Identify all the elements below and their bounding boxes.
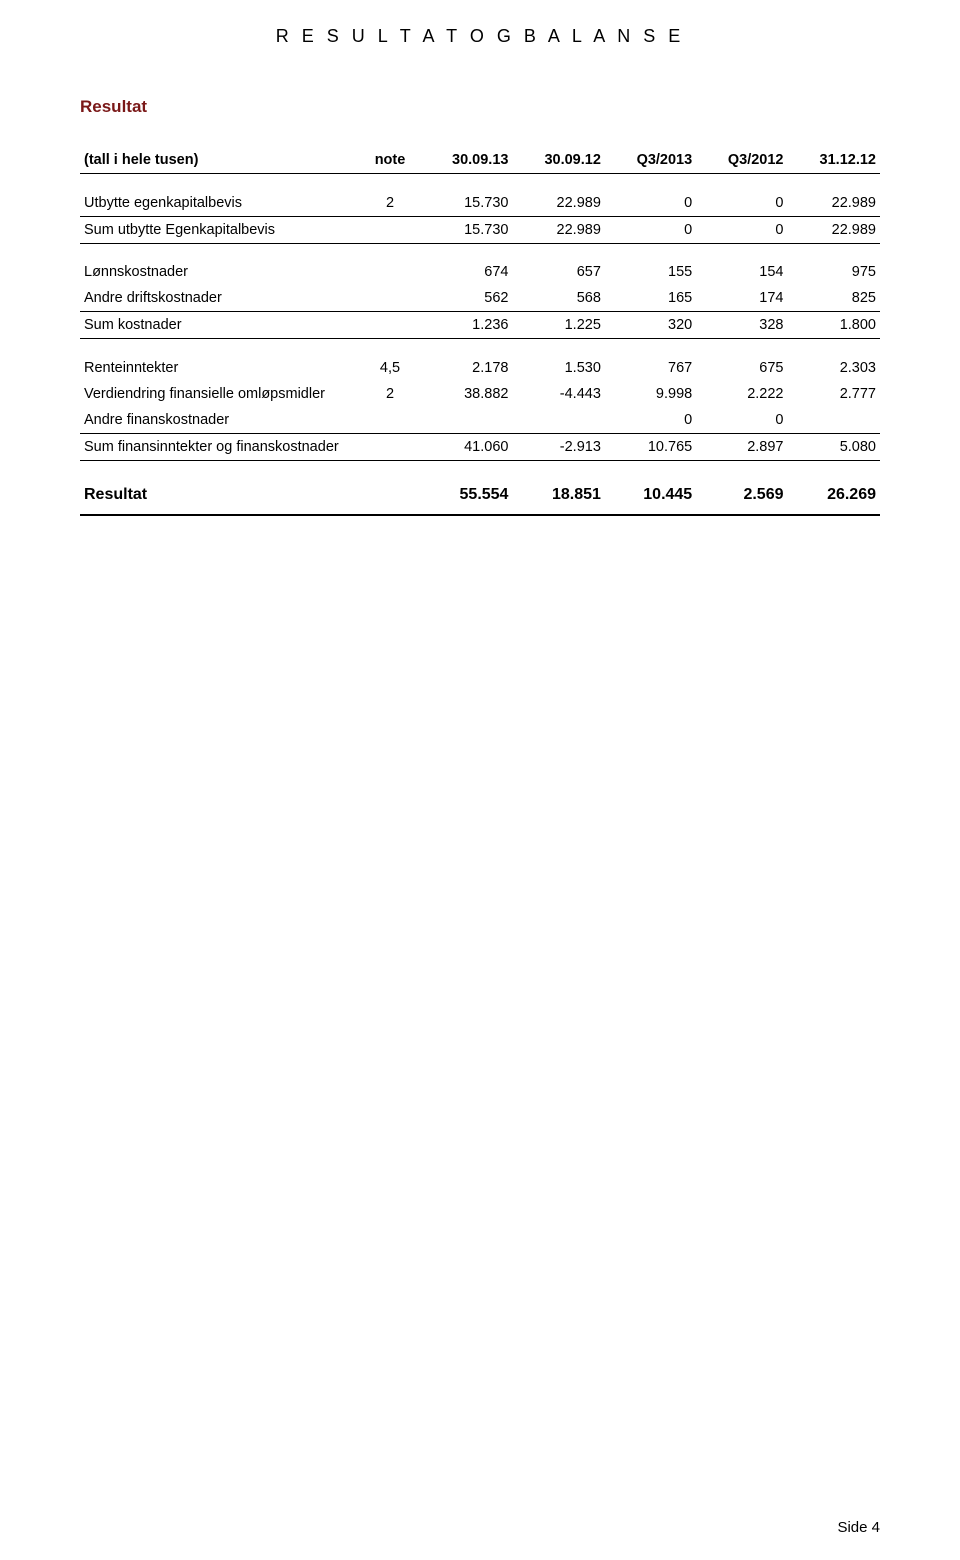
cell-note [360, 312, 420, 339]
cell-value: 320 [605, 312, 696, 339]
cell-value: -4.443 [512, 381, 604, 407]
cell-value: 562 [420, 285, 512, 312]
table-row: Utbytte egenkapitalbevis 2 15.730 22.989… [80, 190, 880, 217]
cell-label: Andre driftskostnader [80, 285, 360, 312]
cell-value: 2.178 [420, 355, 512, 381]
table-row: Renteinntekter 4,5 2.178 1.530 767 675 2… [80, 355, 880, 381]
col-c2: 30.09.12 [512, 147, 604, 174]
cell-value: 0 [605, 407, 696, 434]
cell-value: 10.765 [605, 433, 696, 460]
cell-value: 2.777 [788, 381, 881, 407]
col-c3: Q3/2013 [605, 147, 696, 174]
table-row: Verdiendring finansielle omløpsmidler 2 … [80, 381, 880, 407]
cell-value: 767 [605, 355, 696, 381]
col-c1: 30.09.13 [420, 147, 512, 174]
cell-value: 657 [512, 259, 604, 285]
cell-note: 4,5 [360, 355, 420, 381]
col-c4: Q3/2012 [696, 147, 787, 174]
cell-value [512, 407, 604, 434]
cell-value: 2.897 [696, 433, 787, 460]
cell-value: 328 [696, 312, 787, 339]
cell-value: 165 [605, 285, 696, 312]
cell-label: Sum finansinntekter og finanskostnader [80, 433, 360, 460]
section-title: Resultat [80, 97, 880, 117]
cell-note [360, 216, 420, 243]
cell-value: 0 [696, 407, 787, 434]
spacer-row [80, 339, 880, 355]
table-row: Lønnskostnader 674 657 155 154 975 [80, 259, 880, 285]
cell-value: 0 [605, 190, 696, 217]
table-row: Andre driftskostnader 562 568 165 174 82… [80, 285, 880, 312]
cell-value: 674 [420, 259, 512, 285]
cell-value: 0 [605, 216, 696, 243]
col-note: note [360, 147, 420, 174]
cell-label: Lønnskostnader [80, 259, 360, 285]
result-row: Resultat 55.554 18.851 10.445 2.569 26.2… [80, 476, 880, 515]
cell-value: 22.989 [512, 216, 604, 243]
cell-value: 15.730 [420, 190, 512, 217]
table-row-sum: Sum utbytte Egenkapitalbevis 15.730 22.9… [80, 216, 880, 243]
cell-label: Sum kostnader [80, 312, 360, 339]
cell-label: Sum utbytte Egenkapitalbevis [80, 216, 360, 243]
table-row: Andre finanskostnader 0 0 [80, 407, 880, 434]
cell-value: 2.569 [696, 476, 787, 515]
cell-value [420, 407, 512, 434]
cell-value: 825 [788, 285, 881, 312]
cell-value: 0 [696, 216, 787, 243]
cell-value: 55.554 [420, 476, 512, 515]
cell-value: 1.800 [788, 312, 881, 339]
cell-label: Resultat [80, 476, 360, 515]
cell-note [360, 285, 420, 312]
cell-note [360, 433, 420, 460]
cell-value: 975 [788, 259, 881, 285]
col-c5: 31.12.12 [788, 147, 881, 174]
cell-value: 15.730 [420, 216, 512, 243]
cell-note [360, 476, 420, 515]
cell-value: 1.530 [512, 355, 604, 381]
cell-value: 41.060 [420, 433, 512, 460]
cell-value: -2.913 [512, 433, 604, 460]
cell-note: 2 [360, 190, 420, 217]
spacer-row [80, 243, 880, 259]
cell-value: 10.445 [605, 476, 696, 515]
cell-value: 0 [696, 190, 787, 217]
cell-value: 154 [696, 259, 787, 285]
table-row-sum: Sum kostnader 1.236 1.225 320 328 1.800 [80, 312, 880, 339]
cell-value: 9.998 [605, 381, 696, 407]
cell-label: Renteinntekter [80, 355, 360, 381]
cell-note [360, 407, 420, 434]
cell-value: 26.269 [788, 476, 881, 515]
cell-value: 568 [512, 285, 604, 312]
page-footer: Side 4 [837, 1519, 880, 1536]
table-row-sum: Sum finansinntekter og finanskostnader 4… [80, 433, 880, 460]
cell-value: 38.882 [420, 381, 512, 407]
cell-note: 2 [360, 381, 420, 407]
spacer-row [80, 460, 880, 476]
cell-label: Utbytte egenkapitalbevis [80, 190, 360, 217]
cell-value [788, 407, 881, 434]
cell-label: Andre finanskostnader [80, 407, 360, 434]
cell-value: 1.225 [512, 312, 604, 339]
col-label: (tall i hele tusen) [80, 147, 360, 174]
cell-value: 22.989 [788, 190, 881, 217]
cell-value: 2.303 [788, 355, 881, 381]
cell-value: 1.236 [420, 312, 512, 339]
spacer-row [80, 174, 880, 190]
cell-value: 18.851 [512, 476, 604, 515]
cell-value: 174 [696, 285, 787, 312]
cell-value: 155 [605, 259, 696, 285]
cell-value: 5.080 [788, 433, 881, 460]
cell-value: 675 [696, 355, 787, 381]
table-header-row: (tall i hele tusen) note 30.09.13 30.09.… [80, 147, 880, 174]
cell-value: 22.989 [512, 190, 604, 217]
cell-value: 22.989 [788, 216, 881, 243]
cell-value: 2.222 [696, 381, 787, 407]
cell-label: Verdiendring finansielle omløpsmidler [80, 381, 360, 407]
page-header-title: R E S U L T A T O G B A L A N S E [80, 26, 880, 47]
result-table: (tall i hele tusen) note 30.09.13 30.09.… [80, 147, 880, 516]
cell-note [360, 259, 420, 285]
